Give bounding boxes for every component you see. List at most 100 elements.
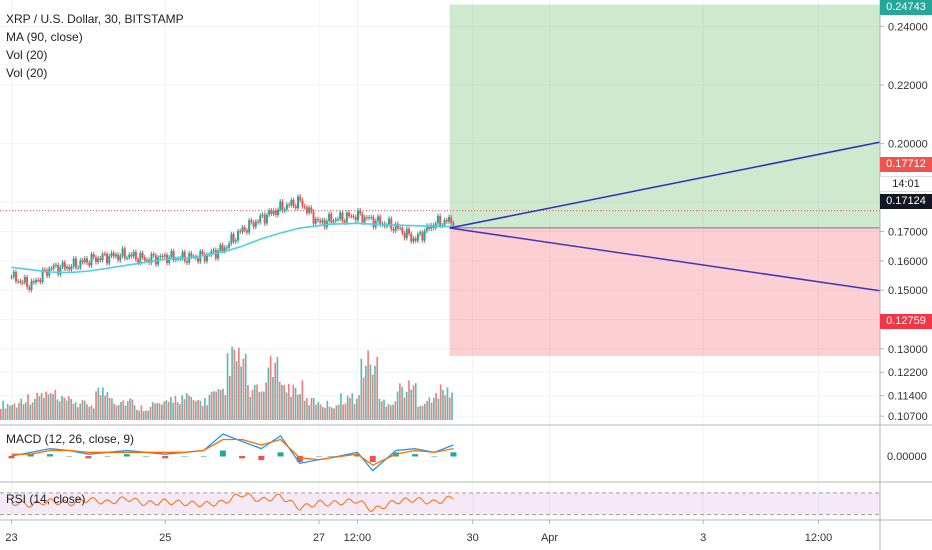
target-price-badge: 0.24743: [880, 0, 932, 15]
candle-body: [190, 253, 193, 257]
candle-body: [288, 204, 291, 206]
volume-bar: [56, 399, 59, 420]
volume-bar: [179, 404, 181, 420]
volume-bar: [426, 400, 428, 420]
volume-bar: [428, 397, 431, 420]
ma-indicator-label[interactable]: MA (90, close): [6, 30, 83, 44]
candle-body: [112, 252, 115, 257]
candle-body: [77, 267, 80, 269]
volume-bar: [167, 401, 170, 420]
volume-bar: [97, 387, 100, 420]
candle-body: [54, 264, 57, 266]
macd-histogram-bar: [85, 456, 92, 459]
candle-body: [423, 231, 426, 241]
candle-body: [354, 217, 357, 221]
time-tick-label: 12:00: [344, 532, 372, 544]
stop-price-badge: 0.12759: [880, 314, 932, 329]
volume-bar: [99, 395, 102, 420]
candle-body: [70, 266, 73, 270]
price-grid: [0, 0, 880, 520]
volume-bar: [106, 391, 109, 420]
candle-body: [228, 243, 231, 248]
macd-histogram-bar: [354, 454, 361, 457]
candle-body: [17, 281, 20, 283]
rsi-label[interactable]: RSI (14, close): [6, 492, 86, 506]
volume-indicator-label[interactable]: Vol (20): [6, 48, 48, 62]
volume-bar: [387, 403, 390, 420]
volume-bar: [188, 395, 190, 420]
time-tick-label: 12:00: [805, 532, 833, 544]
volume-bars: [0, 346, 453, 420]
volume-bar: [251, 389, 254, 420]
candle-body: [128, 254, 131, 258]
volume-bar: [149, 406, 152, 420]
volume-bar: [81, 400, 84, 420]
candle-body: [92, 254, 95, 258]
volume-bar: [36, 392, 38, 420]
candle-body: [428, 225, 431, 229]
volume-indicator-label-2[interactable]: Vol (20): [6, 66, 48, 80]
volume-bar: [389, 405, 392, 420]
volume-bar: [287, 383, 290, 420]
macd-histogram-bar: [327, 456, 334, 457]
volume-bar: [324, 407, 326, 420]
candle-body: [201, 251, 204, 254]
candle-body: [385, 224, 388, 227]
candle-body: [436, 215, 439, 224]
candle-body: [37, 279, 40, 281]
macd-histogram-bar: [46, 454, 53, 457]
candle-body: [285, 204, 288, 210]
candle-body: [345, 212, 348, 223]
last-price-badge: 0.17712: [880, 157, 932, 172]
volume-bar: [61, 396, 63, 420]
candle-body: [445, 220, 448, 222]
candle-body: [123, 248, 126, 259]
volume-bar: [401, 386, 403, 420]
candle-body: [401, 227, 404, 234]
volume-bar: [371, 374, 374, 420]
candle-body: [57, 264, 60, 275]
volume-bar: [43, 397, 45, 420]
volume-bar: [117, 404, 120, 420]
volume-bar: [201, 406, 204, 420]
volume-bar: [165, 400, 168, 420]
candle-body: [99, 258, 102, 261]
volume-bar: [421, 405, 424, 420]
volume-bar: [355, 398, 358, 420]
macd-histogram-bar: [258, 456, 265, 461]
candle-body: [439, 215, 442, 226]
volume-bar: [351, 393, 354, 420]
volume-bar: [79, 403, 82, 420]
candle-body: [343, 220, 346, 223]
candle-body: [225, 247, 228, 249]
candle-body: [405, 228, 408, 239]
volume-bar: [52, 394, 54, 420]
candle-body: [305, 207, 308, 213]
volume-bar: [22, 404, 25, 420]
volume-bar: [244, 353, 247, 420]
candle-body: [210, 251, 213, 255]
volume-bar: [335, 405, 338, 420]
macd-label[interactable]: MACD (12, 26, close, 9): [6, 432, 135, 446]
candle-body: [61, 262, 64, 268]
volume-bar: [417, 406, 419, 420]
volume-bar: [231, 346, 233, 420]
candle-body: [39, 280, 42, 282]
price-tick-label: 0.11400: [888, 391, 927, 403]
candle-body: [143, 257, 146, 261]
volume-bar: [331, 407, 333, 420]
volume-bar: [131, 399, 134, 420]
volume-bar: [433, 397, 435, 420]
volume-bar: [412, 385, 415, 420]
candle-body: [359, 210, 362, 214]
volume-bar: [442, 390, 444, 420]
candle-body: [134, 251, 137, 260]
candle-body: [217, 250, 220, 259]
volume-bar: [47, 394, 50, 420]
countdown-badge: 14:01: [880, 176, 932, 192]
volume-bar: [276, 356, 279, 420]
volume-bar: [4, 408, 7, 420]
symbol-title: XRP / U.S. Dollar, 30, BITSTAMP: [6, 12, 184, 26]
candle-body: [108, 255, 111, 264]
